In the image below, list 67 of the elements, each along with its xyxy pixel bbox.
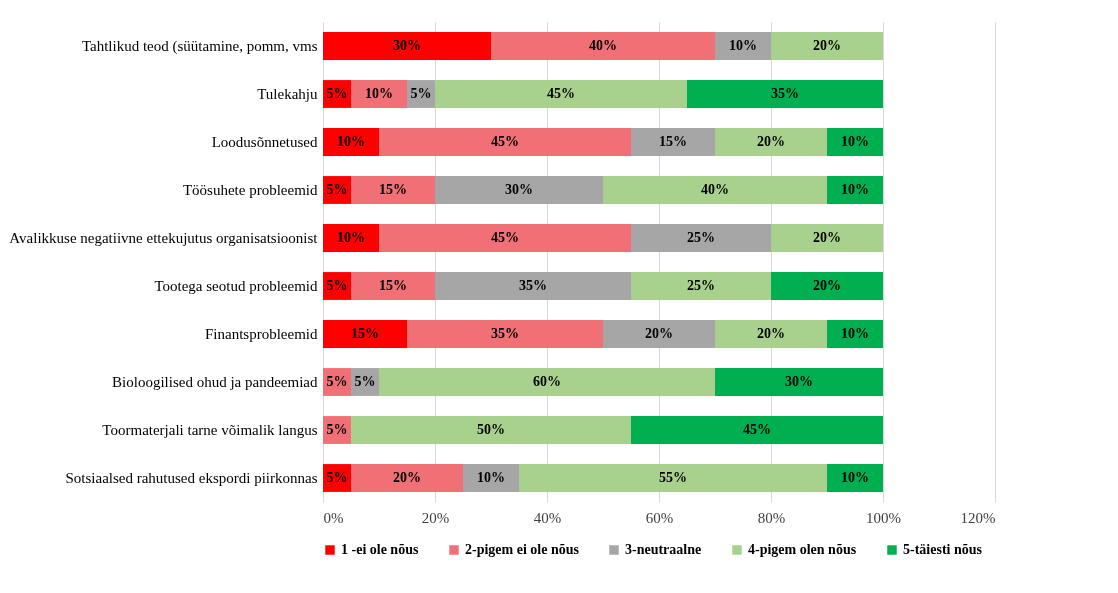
x-tick-label: 40%: [533, 509, 562, 526]
data-label: 10%: [841, 134, 869, 149]
y-tick-label: Toormaterjali tarne võimalik langus: [102, 422, 318, 438]
data-label: 45%: [491, 230, 519, 245]
data-label: 50%: [477, 422, 505, 437]
data-label: 5%: [326, 182, 348, 197]
data-label: 5%: [326, 278, 348, 293]
x-tick-label: 100%: [866, 509, 901, 526]
data-label: 10%: [841, 470, 869, 485]
data-label: 10%: [365, 86, 393, 101]
data-label: 20%: [813, 230, 841, 245]
data-label: 60%: [533, 374, 561, 389]
data-label: 35%: [771, 86, 799, 101]
data-label: 10%: [841, 326, 869, 341]
data-label: 20%: [813, 38, 841, 53]
legend-label: 3-neutraalne: [625, 542, 702, 557]
data-label: 5%: [326, 374, 348, 389]
data-label: 10%: [337, 134, 365, 149]
data-label: 5%: [326, 86, 348, 101]
data-label: 5%: [354, 374, 376, 389]
data-label: 15%: [659, 134, 687, 149]
legend-label: 2-pigem ei ole nõus: [465, 542, 580, 557]
data-label: 30%: [785, 374, 813, 389]
legend-label: 5-täiesti nõus: [903, 542, 983, 557]
data-label: 15%: [351, 326, 379, 341]
y-tick-label: Tahtlikud teod (süütamine, pomm, vms: [81, 38, 318, 55]
data-label: 5%: [326, 470, 348, 485]
x-tick-label: 0%: [323, 509, 344, 526]
x-tick-label: 120%: [960, 509, 996, 526]
data-label: 35%: [519, 278, 547, 293]
y-tick-label: Töösuhete probleemid: [182, 182, 318, 198]
legend-label: 1 -ei ole nõus: [341, 542, 419, 557]
data-label: 10%: [477, 470, 505, 485]
data-label: 5%: [410, 86, 432, 101]
data-label: 25%: [687, 230, 715, 245]
data-label: 45%: [743, 422, 771, 437]
legend-label: 4-pigem olen nõus: [748, 542, 857, 557]
data-label: 15%: [379, 182, 407, 197]
y-tick-label: Tulekahju: [257, 86, 318, 102]
data-label: 10%: [841, 182, 869, 197]
data-label: 20%: [757, 326, 785, 341]
x-tick-label: 60%: [645, 509, 674, 526]
y-tick-label: Tootega seotud probleemid: [154, 278, 318, 294]
data-label: 20%: [645, 326, 673, 341]
y-tick-label: Bioloogilised ohud ja pandeemiad: [112, 374, 318, 390]
data-label: 40%: [701, 182, 729, 197]
data-label: 10%: [337, 230, 365, 245]
data-label: 15%: [379, 278, 407, 293]
data-label: 10%: [729, 38, 757, 53]
data-label: 35%: [491, 326, 519, 341]
data-label: 40%: [589, 38, 617, 53]
data-label: 20%: [757, 134, 785, 149]
y-tick-label: Avalikkuse negatiivne ettekujutus organisatsioonist: [9, 230, 319, 246]
y-tick-label: Sotsiaalsed rahutused ekspordi piirkonnas: [65, 470, 318, 486]
data-label: 45%: [491, 134, 519, 149]
data-label: 30%: [505, 182, 533, 197]
x-tick-label: 20%: [421, 509, 450, 526]
data-label: 25%: [687, 278, 715, 293]
data-label: 30%: [393, 38, 421, 53]
data-label: 20%: [813, 278, 841, 293]
y-tick-label: Loodusõnnetused: [211, 134, 318, 150]
data-label: 45%: [547, 86, 575, 101]
x-tick-label: 80%: [757, 509, 786, 526]
data-label: 20%: [393, 470, 421, 485]
data-label: 55%: [659, 470, 687, 485]
data-label: 5%: [326, 422, 348, 437]
y-tick-label: Finantsprobleemid: [205, 326, 318, 342]
